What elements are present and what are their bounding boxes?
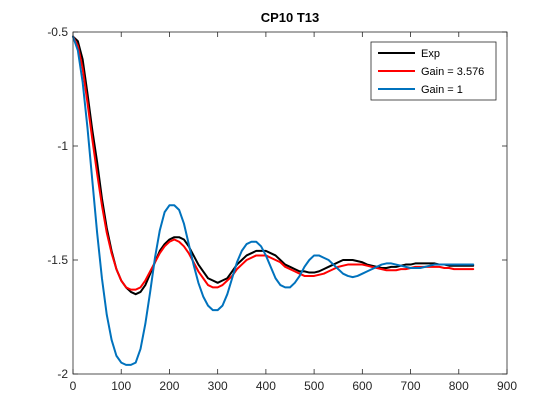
chart-title: CP10 T13 (261, 10, 320, 25)
y-tick-label: -1 (57, 139, 68, 153)
legend-items: Exp Gain = 3.576 Gain = 1 (378, 48, 484, 96)
y-axis: -0.5 -1 -1.5 -2 (47, 25, 507, 381)
series-line-1 (72, 35, 475, 296)
legend-label: Exp (421, 48, 440, 60)
axes-box (72, 31, 508, 375)
legend-label: Gain = 3.576 (421, 66, 484, 78)
x-axis: 0 100 200 300 400 500 600 700 800 900 (70, 32, 517, 393)
x-tick-label: 800 (449, 379, 469, 393)
x-tick-label: 500 (304, 379, 324, 393)
legend: Exp Gain = 3.576 Gain = 1 (370, 41, 497, 101)
x-tick-label: 100 (111, 379, 131, 393)
series-layer (72, 35, 475, 366)
x-tick-label: 0 (70, 379, 77, 393)
x-tick-label: 600 (352, 379, 372, 393)
x-tick-label: 400 (256, 379, 276, 393)
y-tick-label: -2 (57, 367, 68, 381)
y-tick-label: -1.5 (47, 253, 68, 267)
x-tick-label: 300 (208, 379, 228, 393)
x-tick-label: 900 (497, 379, 517, 393)
x-tick-label: 700 (401, 379, 421, 393)
series-line-3 (72, 35, 475, 366)
y-tick-label: -0.5 (47, 25, 68, 39)
x-tick-label: 200 (159, 379, 179, 393)
legend-label: Gain = 1 (421, 84, 463, 96)
series-line-2 (72, 35, 475, 291)
